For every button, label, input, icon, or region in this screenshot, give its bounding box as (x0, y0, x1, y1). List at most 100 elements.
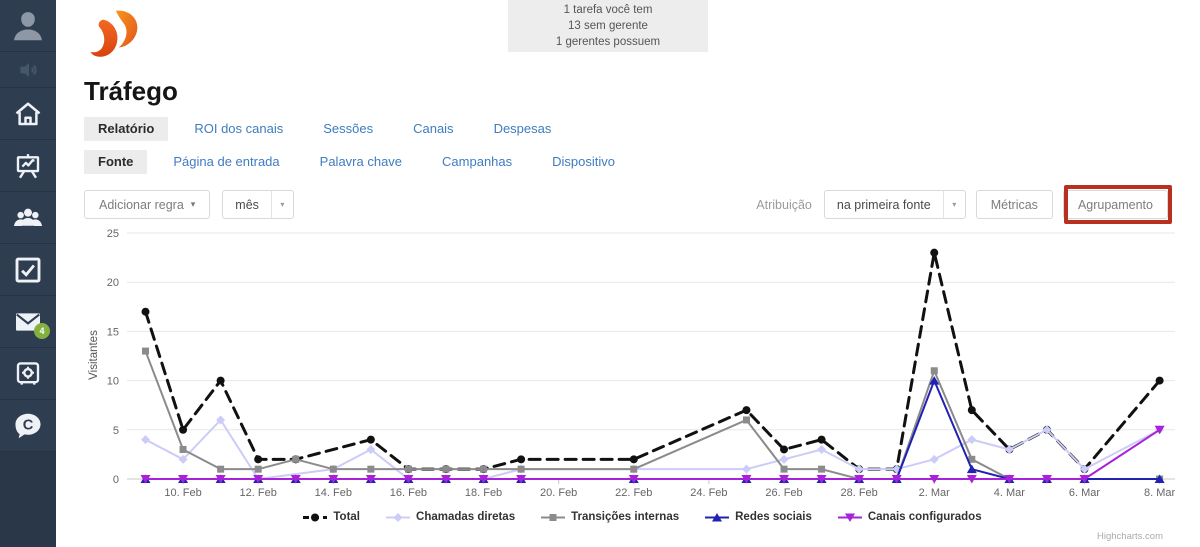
data-point-diamond (1004, 444, 1014, 454)
data-point-diamond (178, 454, 188, 464)
series-line (144, 251, 1162, 471)
data-point-triangle (929, 376, 940, 385)
data-point-triangle-down (966, 475, 977, 484)
svg-text:C: C (23, 417, 34, 433)
data-point-triangle-down (1154, 425, 1165, 435)
sidebar-item-mail[interactable]: 4 (0, 296, 56, 348)
legend-label: Chamadas diretas (416, 511, 516, 523)
attribution-value: na primeira fonte (836, 197, 931, 212)
data-point-circle (517, 455, 526, 464)
x-tick-label: 8. Mar (1144, 487, 1176, 499)
x-tick-label: 14. Feb (315, 487, 352, 499)
x-tick-label: 26. Feb (765, 487, 802, 499)
notice-line-1: 1 tarefa você tem (563, 3, 653, 16)
legend-marker-icon (837, 513, 862, 522)
data-point-circle (967, 406, 976, 415)
checkbox-icon (13, 255, 43, 285)
tab-relat-rio[interactable]: Relatório (84, 117, 169, 141)
legend-item-redes-sociais[interactable]: Redes sociais (705, 511, 812, 523)
data-point-circle (1155, 376, 1164, 385)
notice-line-2: 13 sem gerente (568, 19, 648, 32)
x-tick-label: 24. Feb (690, 487, 727, 499)
x-tick-label: 6. Mar (1069, 487, 1101, 499)
tab-despesas[interactable]: Despesas (493, 121, 552, 136)
data-point-square (254, 465, 262, 473)
grouping-button[interactable]: Agrupamento (1062, 190, 1168, 219)
legend-label: Transições internas (571, 511, 680, 523)
legend-item-total[interactable]: Total (303, 511, 360, 523)
safe-icon (13, 359, 43, 389)
presentation-chart-icon (13, 151, 43, 181)
page-title: Tráfego (84, 76, 178, 106)
y-axis-title: Visitantes (88, 330, 100, 380)
sidebar-item-settings[interactable] (0, 348, 56, 400)
period-select[interactable]: mês ▾ (222, 190, 294, 219)
envelope-icon (12, 306, 44, 338)
sidebar-item-announce[interactable] (0, 52, 56, 88)
subtab-p-gina-de-entrada[interactable]: Página de entrada (173, 154, 280, 169)
data-point-square (367, 465, 375, 473)
data-point-square (517, 465, 525, 473)
data-point-triangle-down (440, 475, 451, 484)
data-point-square (142, 347, 149, 355)
legend-marker-icon (386, 512, 411, 522)
metrics-button[interactable]: Métricas (975, 190, 1053, 219)
subtab-dispositivo[interactable]: Dispositivo (552, 154, 616, 169)
y-tick-label: 0 (113, 474, 119, 486)
chat-c-icon: C (12, 410, 44, 442)
squirrel-logo-icon (90, 10, 138, 57)
sidebar-item-home[interactable] (0, 88, 56, 140)
attribution-select[interactable]: na primeira fonte ▾ (823, 190, 966, 219)
tab-sess-es[interactable]: Sessões (323, 121, 374, 136)
y-tick-label: 5 (113, 425, 119, 437)
legend-item-chamadas-diretas[interactable]: Chamadas diretas (386, 511, 515, 523)
data-point-triangle-down (741, 475, 752, 484)
x-tick-label: 18. Feb (465, 487, 502, 499)
data-point-triangle-down (478, 475, 489, 484)
data-point-circle (930, 248, 939, 257)
primary-tabs: Relatório ROI dos canais Sessões Canais Desp… (84, 117, 577, 141)
sidebar-item-profile[interactable] (0, 0, 56, 52)
legend-item-canais-configurados[interactable]: Canais configurados (837, 511, 982, 523)
sidebar-filler (0, 452, 56, 547)
sidebar-item-tasks[interactable] (0, 244, 56, 296)
subtab-campanhas[interactable]: Campanhas (442, 154, 513, 169)
data-point-triangle-down (365, 475, 376, 484)
data-point-triangle-down (929, 475, 940, 484)
brand-logo[interactable] (85, 8, 143, 62)
add-rule-button[interactable]: Adicionar regra ▾ (84, 190, 211, 219)
data-point-square (292, 455, 300, 463)
data-point-triangle-down (891, 475, 902, 484)
chevron-down-icon: ▾ (942, 191, 965, 218)
tab-roi-dos-canais[interactable]: ROI dos canais (194, 121, 284, 136)
data-point-triangle-down (215, 475, 226, 484)
toolbar-left: Adicionar regra ▾ mês ▾ (84, 190, 294, 219)
data-point-diamond (1042, 425, 1052, 435)
header-notice[interactable]: 1 tarefa você tem 13 sem gerente 1 geren… (508, 0, 708, 52)
legend-item-transi-es-internas[interactable]: Transições internas (541, 511, 679, 523)
legend-label: Total (333, 511, 361, 523)
sidebar-item-contacts[interactable] (0, 192, 56, 244)
data-point-triangle-down (140, 475, 151, 484)
data-point-diamond (817, 444, 827, 454)
x-tick-label: 10. Feb (164, 487, 201, 499)
y-tick-label: 20 (107, 277, 119, 289)
add-rule-label: Adicionar regra (99, 197, 184, 212)
data-point-triangle-down (1004, 475, 1015, 484)
sidebar-item-stats[interactable] (0, 140, 56, 192)
y-tick-label: 10 (107, 376, 119, 388)
sidebar-item-chat[interactable]: C (0, 400, 56, 452)
notice-line-3: 1 gerentes possuem (555, 35, 661, 48)
subtab-fonte[interactable]: Fonte (84, 150, 148, 174)
secondary-tabs: Fonte Página de entrada Palavra chave Campa… (84, 150, 641, 174)
subtab-palavra-chave[interactable]: Palavra chave (319, 154, 403, 169)
data-point-diamond (141, 435, 150, 445)
data-point-square (217, 465, 225, 473)
data-point-triangle-down (816, 475, 827, 484)
series-chamadas-diretas (141, 415, 1165, 484)
highcharts-credit[interactable]: Highcharts.com (1097, 531, 1163, 542)
data-point-triangle-down (253, 475, 264, 484)
data-point-triangle (1154, 474, 1165, 483)
data-point-triangle-down (403, 475, 414, 484)
tab-canais[interactable]: Canais (413, 121, 454, 136)
